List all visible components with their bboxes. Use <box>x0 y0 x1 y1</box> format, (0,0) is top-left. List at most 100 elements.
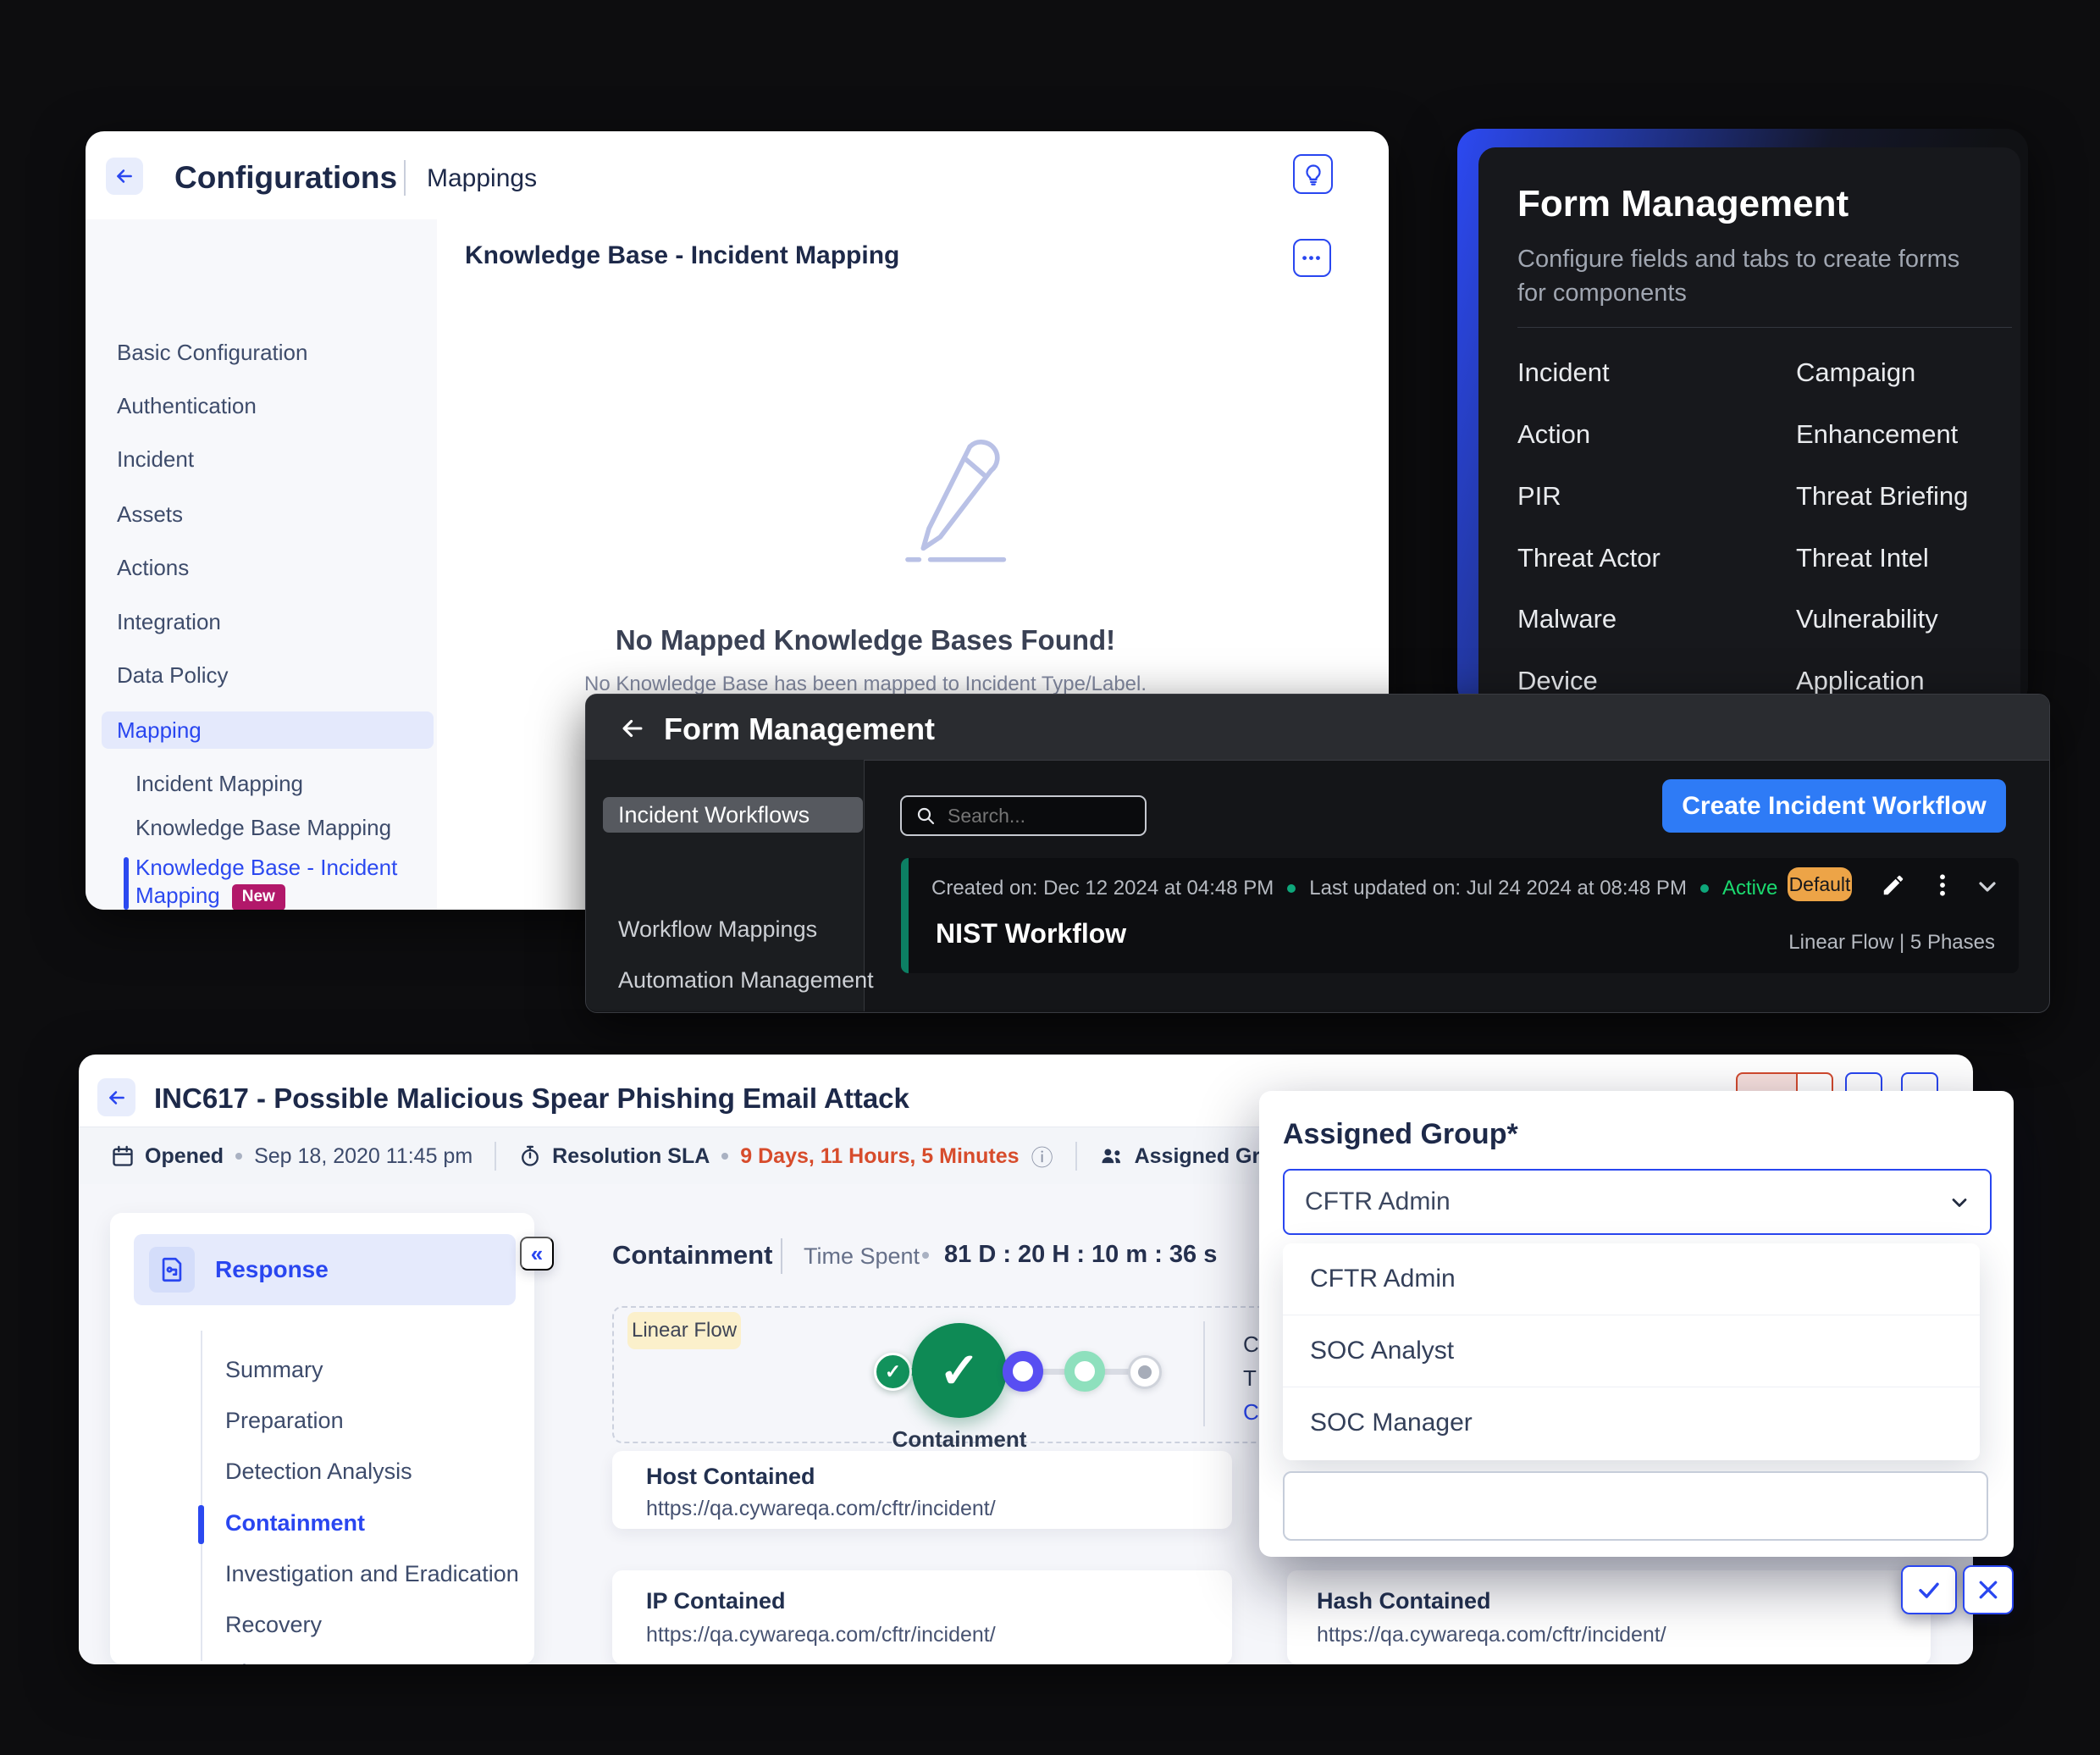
sidebar-item-label: Response <box>215 1256 329 1282</box>
ip-contained-field[interactable]: IP Contained https://qa.cywareqa.com/cft… <box>612 1570 1232 1664</box>
component-application[interactable]: Application <box>1796 666 1925 695</box>
step-complete-node[interactable]: ✓ <box>874 1353 912 1391</box>
back-button[interactable] <box>97 1078 135 1116</box>
component-malware[interactable]: Malware <box>1517 604 1617 634</box>
phase-summary[interactable]: Summary <box>225 1357 323 1382</box>
sidebar-item-assets[interactable]: Assets <box>117 501 184 527</box>
form-management-header: Form Management <box>586 695 2049 761</box>
incident-title: INC617 - Possible Malicious Spear Phishi… <box>154 1082 909 1114</box>
back-button[interactable] <box>618 713 649 744</box>
phase-containment[interactable]: Containment <box>225 1510 365 1536</box>
step-current-node[interactable]: ✓ <box>912 1323 1007 1418</box>
workflow-kebab-menu[interactable] <box>1930 870 1957 900</box>
chevron-down-icon <box>1952 1199 1967 1207</box>
component-pir[interactable]: PIR <box>1517 481 1561 511</box>
component-action[interactable]: Action <box>1517 419 1591 449</box>
clipped-text-fragment: C <box>1243 1399 1259 1425</box>
sidebar-item-response[interactable]: Response <box>134 1234 516 1305</box>
component-enhancement[interactable]: Enhancement <box>1796 419 1959 449</box>
title-divider <box>404 160 406 196</box>
sidebar-item-mapping[interactable]: Mapping <box>102 711 434 749</box>
group-options-list: CFTR Admin SOC Analyst SOC Manager <box>1283 1243 1980 1460</box>
tips-button[interactable] <box>1293 154 1333 194</box>
separator-pipe <box>495 1142 497 1171</box>
pencil-icon <box>1883 875 1904 895</box>
new-badge: New <box>231 884 285 910</box>
sidebar-item-integration[interactable]: Integration <box>117 609 221 634</box>
option-soc-analyst[interactable]: SOC Analyst <box>1310 1337 1455 1365</box>
component-incident[interactable]: Incident <box>1517 357 1610 387</box>
step-upcoming-node[interactable] <box>1064 1351 1105 1392</box>
expand-workflow-button[interactable] <box>1974 872 2004 902</box>
configurations-sidebar: Basic Configuration Authentication Incid… <box>86 219 438 910</box>
sidebar-item-incident-mapping[interactable]: Incident Mapping <box>135 771 304 796</box>
workflow-flow-meta: Linear Flow | 5 Phases <box>1788 931 1995 954</box>
option-soc-manager[interactable]: SOC Manager <box>1310 1409 1473 1437</box>
sidebar-item-kb-incident-mapping[interactable]: Knowledge Base - Incident Mapping New <box>135 854 415 910</box>
nav-item-automation-management[interactable]: Automation Management <box>618 967 874 993</box>
check-icon <box>1919 1582 1939 1598</box>
opened-label: Opened <box>145 1143 224 1168</box>
phase-detection-analysis[interactable]: Detection Analysis <box>225 1459 412 1484</box>
divider <box>1517 327 2012 328</box>
empty-state-pencil-illustration <box>865 435 1035 571</box>
configurations-header: Configurations Mappings <box>86 131 1389 220</box>
separator-dot <box>235 1153 243 1160</box>
component-threat-briefing[interactable]: Threat Briefing <box>1796 481 1969 511</box>
component-threat-actor[interactable]: Threat Actor <box>1517 543 1661 573</box>
collapse-icon: « <box>530 1240 544 1266</box>
kebab-icon <box>1940 874 1945 896</box>
sidebar-item-authentication[interactable]: Authentication <box>117 393 257 418</box>
field-value: https://qa.cywareqa.com/cftr/incident/ <box>1317 1623 1666 1647</box>
sidebar-item-knowledge-base-mapping[interactable]: Knowledge Base Mapping <box>135 815 392 840</box>
check-icon: ✓ <box>938 1343 981 1398</box>
sidebar-item-basic-configuration[interactable]: Basic Configuration <box>117 340 308 365</box>
nav-item-label: Incident Workflows <box>618 801 810 828</box>
search-icon <box>917 807 935 825</box>
field-label: IP Contained <box>646 1588 786 1614</box>
phase-recovery[interactable]: Recovery <box>225 1612 323 1637</box>
empty-input-field[interactable] <box>1283 1471 1988 1541</box>
back-button[interactable] <box>106 158 143 195</box>
search-input[interactable] <box>946 803 1119 828</box>
cancel-button[interactable] <box>1963 1565 2014 1614</box>
edit-workflow-button[interactable] <box>1881 870 1911 900</box>
collapse-sidebar-button[interactable]: « <box>520 1237 554 1271</box>
phase-closure[interactable]: Closure <box>225 1660 304 1664</box>
component-vulnerability[interactable]: Vulnerability <box>1796 604 1938 634</box>
response-sidebar: Response Summary Preparation Detection A… <box>110 1213 534 1664</box>
selected-value: CFTR Admin <box>1305 1188 1451 1215</box>
sidebar-item-incident[interactable]: Incident <box>117 446 195 472</box>
assigned-group-select[interactable]: CFTR Admin <box>1283 1169 1992 1235</box>
step-final-node[interactable] <box>1128 1355 1162 1389</box>
chevron-down-icon <box>1979 882 1996 892</box>
component-threat-intel[interactable]: Threat Intel <box>1796 543 1929 573</box>
stopwatch-icon <box>522 1145 539 1166</box>
phase-connector-line <box>201 1331 202 1661</box>
group-icon <box>1102 1149 1120 1164</box>
component-device[interactable]: Device <box>1517 666 1598 695</box>
dot-icon <box>1138 1365 1152 1379</box>
empty-state-title: No Mapped Knowledge Bases Found! <box>615 624 1116 656</box>
sidebar-item-actions[interactable]: Actions <box>117 555 190 580</box>
nav-item-workflow-mappings[interactable]: Workflow Mappings <box>618 916 818 942</box>
component-campaign[interactable]: Campaign <box>1796 357 1916 387</box>
confirm-button[interactable] <box>1901 1565 1957 1614</box>
sidebar-item-data-policy[interactable]: Data Policy <box>117 662 229 688</box>
info-icon[interactable]: ⓘ <box>1031 1144 1053 1171</box>
workflow-search[interactable] <box>900 795 1147 836</box>
hash-contained-field[interactable]: Hash Contained https://qa.cywareqa.com/c… <box>1287 1570 1931 1664</box>
opened-value: Sep 18, 2020 11:45 pm <box>254 1143 473 1168</box>
field-value: https://qa.cywareqa.com/cftr/incident/ <box>646 1623 996 1647</box>
nav-item-incident-workflows[interactable]: Incident Workflows <box>603 797 863 833</box>
phase-preparation[interactable]: Preparation <box>225 1408 344 1433</box>
more-options-button[interactable]: ••• <box>1293 239 1331 277</box>
option-cftr-admin[interactable]: CFTR Admin <box>1310 1265 1456 1293</box>
host-contained-field[interactable]: Host Contained https://qa.cywareqa.com/c… <box>612 1451 1232 1529</box>
step-next-node[interactable] <box>1003 1351 1043 1392</box>
phase-investigation-eradication[interactable]: Investigation and Eradication <box>225 1561 519 1586</box>
feature-card-subtitle: Configure fields and tabs to create form… <box>1517 246 1960 307</box>
clipped-text-fragment: T <box>1243 1365 1257 1391</box>
create-incident-workflow-button[interactable]: Create Incident Workflow <box>1662 779 2006 833</box>
